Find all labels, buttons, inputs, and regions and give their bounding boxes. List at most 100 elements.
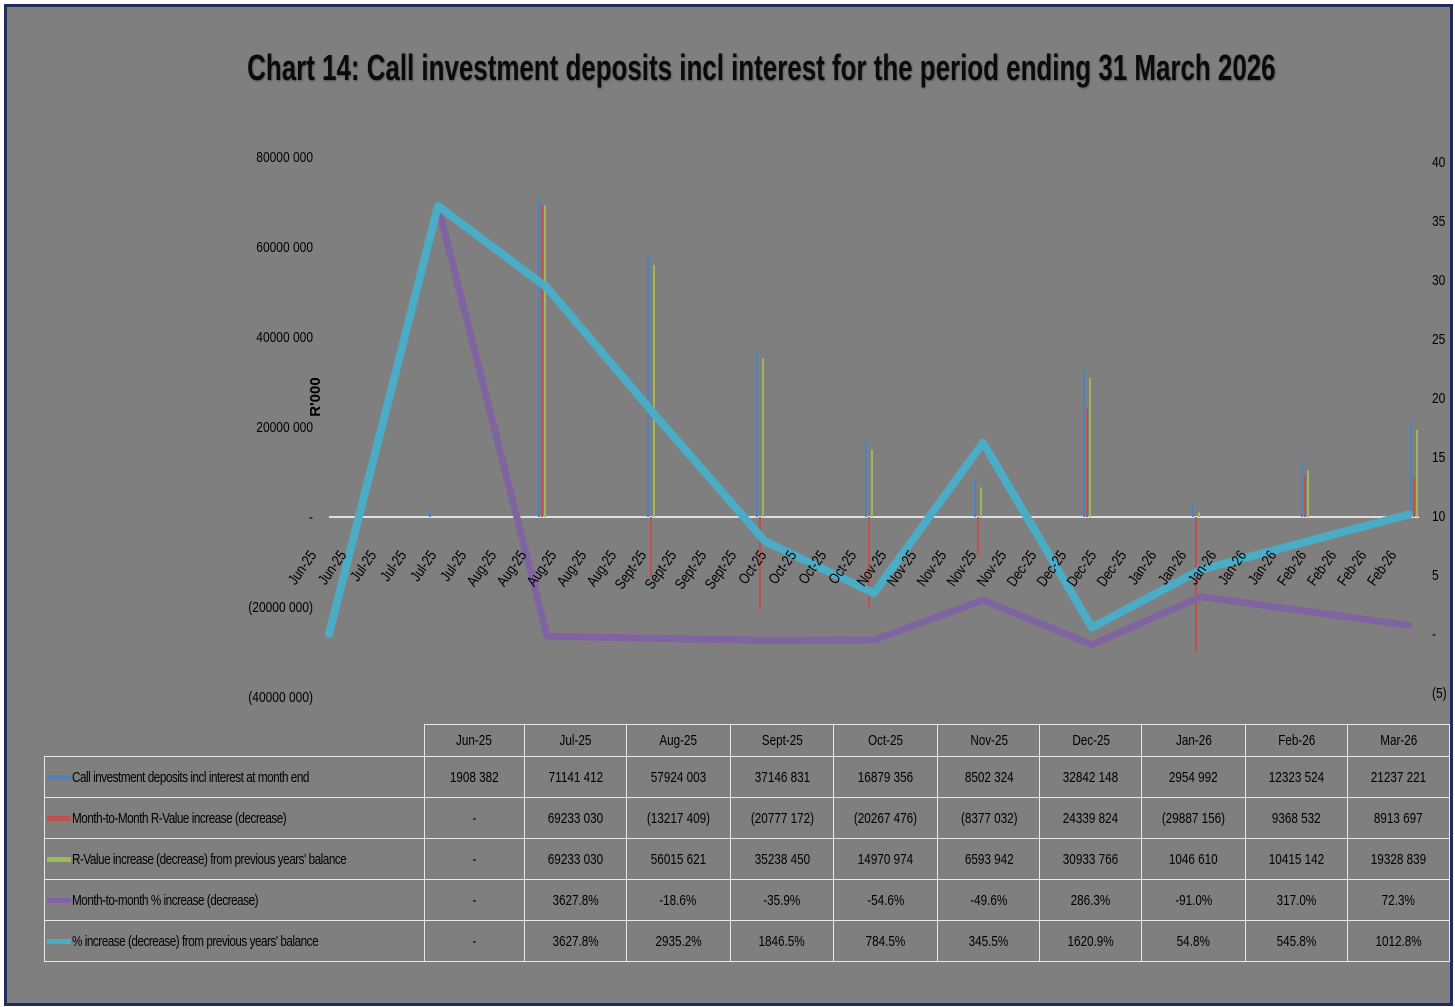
table-column-header: Oct-25 [833, 724, 939, 757]
line-series-month-to-month [325, 202, 1413, 649]
y-right-tick-label: 30 [1432, 272, 1446, 289]
y-right-tick-label: 35 [1432, 213, 1445, 230]
table-cell: 21237 221 [1347, 756, 1450, 798]
bar [759, 517, 761, 611]
table-cell: 16879 356 [833, 756, 939, 798]
table-cell: -49.6% [937, 879, 1041, 921]
bar [980, 487, 982, 517]
table-cell: 24339 824 [1039, 797, 1143, 839]
table-cell: -18.6% [625, 879, 731, 921]
bar [653, 264, 655, 517]
plot-area: 80000 000 60000 000 40000 000 20000 000 - (20… [248, 149, 1446, 706]
table-cell: (20777 172) [729, 797, 835, 839]
table-row-label: % increase (decrease) from previous year… [44, 920, 425, 962]
bar [647, 256, 649, 517]
lines [325, 201, 1413, 649]
bar [650, 517, 652, 577]
table-cell: 8502 324 [937, 756, 1041, 798]
table-column-header: Feb-26 [1245, 724, 1349, 757]
table-row: % increase (decrease) from previous year… [44, 920, 1450, 962]
date-axis-label: Feb-26 [1304, 547, 1340, 589]
table-header-row: Jun-25 Jul-25 Aug-25 Sept-25 Oct-25 Nov-25 Dec… [44, 724, 1450, 757]
table-row: Month-to-Month R-Value increase (decreas… [44, 797, 1450, 839]
chart-title: Chart 14: Call investment deposits incl … [247, 47, 1276, 88]
bar [871, 449, 873, 517]
legend-key-icon [47, 816, 71, 822]
table-column-header: Jul-25 [523, 724, 627, 757]
table-cell: 345.5% [937, 920, 1041, 962]
date-axis-label: Aug-25 [464, 547, 500, 589]
line-series-prev-year [325, 201, 1413, 638]
table-row: Call investment deposits incl interest a… [44, 756, 1450, 798]
bar [1089, 377, 1091, 517]
table-cell: 1846.5% [729, 920, 835, 962]
table-cell: (20267 476) [833, 797, 939, 839]
table-cell: 545.8% [1245, 920, 1349, 962]
y-left-tick-label: 60000 000 [256, 239, 313, 256]
y-left-tick-label: 80000 000 [256, 149, 313, 166]
table-cell: 8913 697 [1347, 797, 1450, 839]
date-axis-label: Feb-26 [1334, 547, 1370, 589]
table-cell: 3627.8% [523, 879, 627, 921]
table-cell: 2954 992 [1141, 756, 1247, 798]
bar [544, 205, 546, 518]
y-left-tick-label: (40000 000) [248, 689, 313, 706]
bar [865, 441, 867, 517]
bar [1301, 461, 1303, 517]
bar [977, 517, 979, 555]
bar [974, 478, 976, 517]
table-cell: 32842 148 [1039, 756, 1143, 798]
bar [1086, 407, 1088, 517]
y-left-tick-label: (20000 000) [248, 599, 313, 616]
y-left-tick-label: 20000 000 [256, 419, 313, 436]
table-cell: - [423, 920, 525, 962]
legend-key-icon [47, 775, 71, 781]
y-left-tick-label: - [309, 509, 313, 526]
bar [868, 517, 870, 609]
data-table: Jun-25 Jul-25 Aug-25 Sept-25 Oct-25 Nov-25 Dec… [44, 724, 1450, 962]
date-axis-label: Dec-25 [1094, 547, 1130, 589]
table-cell: 69233 030 [523, 838, 627, 880]
table-body: Call investment deposits incl interest a… [44, 756, 1450, 962]
y-right-tick-label: 5 [1432, 567, 1439, 584]
table-cell: (29887 156) [1141, 797, 1247, 839]
bars [429, 196, 1418, 652]
table-cell: 6593 942 [937, 838, 1041, 880]
table-row-label: Month-to-Month R-Value increase (decreas… [44, 797, 425, 839]
axes: 80000 000 60000 000 40000 000 20000 000 - (20… [248, 149, 1446, 706]
table-cell: - [423, 797, 525, 839]
date-axis-label: Jul-25 [377, 547, 410, 584]
bar [1307, 470, 1309, 517]
table-row-label: R-Value increase (decrease) from previou… [44, 838, 425, 880]
table-cell: -35.9% [729, 879, 835, 921]
bar [429, 508, 431, 517]
y-right-tick-label: 20 [1432, 390, 1446, 407]
y-right-tick-label: 15 [1432, 449, 1445, 466]
date-axis-label: Nov-25 [944, 547, 980, 589]
table-column-header: Jun-25 [423, 724, 525, 757]
table-row: Month-to-month % increase (decrease) -362… [44, 879, 1450, 921]
table-cell: 1012.8% [1347, 920, 1450, 962]
legend-label: R-Value increase (decrease) from previou… [72, 850, 347, 868]
bar [1198, 512, 1200, 517]
bar [1416, 430, 1418, 517]
date-axis-label: Aug-25 [494, 547, 530, 589]
table-column-header: Aug-25 [625, 724, 731, 757]
table-cell: 57924 003 [625, 756, 731, 798]
date-axis-label: Feb-26 [1274, 547, 1310, 589]
table-corner [44, 724, 425, 757]
y-right-tick-label: - [1432, 626, 1436, 643]
bar [1410, 421, 1412, 517]
y-right-tick-label: 40 [1432, 154, 1446, 171]
legend-label: % increase (decrease) from previous year… [72, 932, 319, 950]
date-axis-label: Nov-25 [914, 547, 950, 589]
table-cell: 35238 450 [729, 838, 835, 880]
bar [538, 196, 540, 517]
table-cell: 14970 974 [833, 838, 939, 880]
date-axis-label: Oct-25 [735, 547, 770, 587]
date-axis-label: Jan-26 [1125, 547, 1160, 587]
table-column-header: Dec-25 [1039, 724, 1143, 757]
table-cell: 3627.8% [523, 920, 627, 962]
table-cell: 71141 412 [523, 756, 627, 798]
bar [541, 205, 543, 518]
